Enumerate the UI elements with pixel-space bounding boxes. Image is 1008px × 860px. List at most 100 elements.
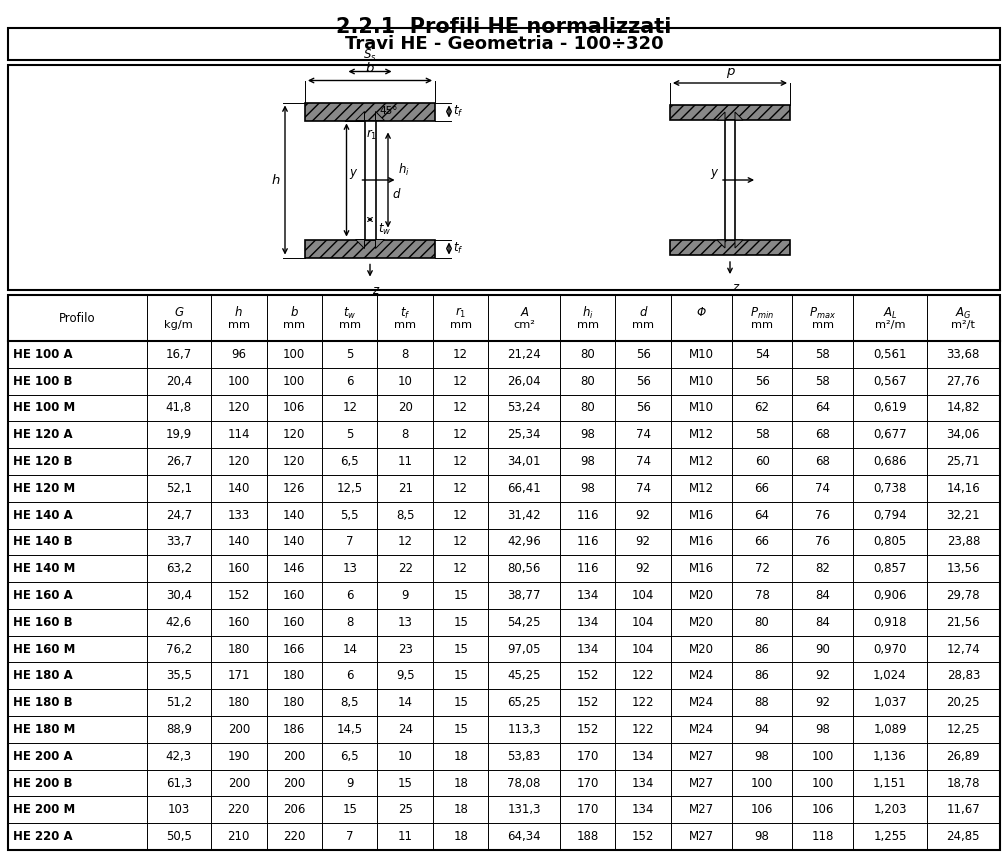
Text: 0,561: 0,561 bbox=[873, 348, 907, 361]
Text: 20,25: 20,25 bbox=[947, 696, 980, 709]
Text: 8: 8 bbox=[401, 428, 409, 441]
Polygon shape bbox=[376, 239, 384, 249]
Text: 11: 11 bbox=[398, 830, 412, 843]
Text: 34,01: 34,01 bbox=[507, 455, 541, 468]
Text: 210: 210 bbox=[228, 830, 250, 843]
Text: 90: 90 bbox=[815, 642, 831, 655]
Text: 66: 66 bbox=[755, 482, 769, 494]
Text: 12: 12 bbox=[454, 536, 468, 549]
Text: 14,5: 14,5 bbox=[337, 723, 363, 736]
Text: 18: 18 bbox=[454, 777, 468, 789]
Text: 200: 200 bbox=[228, 777, 250, 789]
Text: 0,857: 0,857 bbox=[873, 562, 906, 575]
Bar bbox=[8, 65, 1000, 290]
Text: S$_s$: S$_s$ bbox=[363, 48, 377, 64]
Text: 126: 126 bbox=[283, 482, 305, 494]
Text: 68: 68 bbox=[815, 428, 831, 441]
Text: t$_w$: t$_w$ bbox=[343, 305, 357, 321]
Text: HE 200 B: HE 200 B bbox=[13, 777, 73, 789]
Text: M12: M12 bbox=[688, 428, 714, 441]
Text: kg/m: kg/m bbox=[164, 320, 194, 330]
Polygon shape bbox=[356, 239, 365, 249]
Text: 8: 8 bbox=[346, 616, 354, 629]
Text: 1,255: 1,255 bbox=[873, 830, 907, 843]
Text: HE 100 B: HE 100 B bbox=[13, 375, 73, 388]
Text: 18: 18 bbox=[454, 750, 468, 763]
Text: 0,686: 0,686 bbox=[873, 455, 907, 468]
Text: mm: mm bbox=[339, 320, 361, 330]
Text: 21,56: 21,56 bbox=[947, 616, 980, 629]
Text: HE 120 B: HE 120 B bbox=[13, 455, 73, 468]
Text: 42,3: 42,3 bbox=[165, 750, 192, 763]
Text: 104: 104 bbox=[632, 589, 654, 602]
Text: 78,08: 78,08 bbox=[507, 777, 541, 789]
Text: mm: mm bbox=[811, 320, 834, 330]
Text: 134: 134 bbox=[632, 750, 654, 763]
Text: 15: 15 bbox=[454, 669, 468, 682]
Text: 92: 92 bbox=[636, 562, 650, 575]
Text: HE 220 A: HE 220 A bbox=[13, 830, 73, 843]
Polygon shape bbox=[717, 112, 725, 120]
Text: 134: 134 bbox=[577, 616, 599, 629]
Text: 14: 14 bbox=[342, 642, 357, 655]
Text: M12: M12 bbox=[688, 482, 714, 494]
Text: 68: 68 bbox=[815, 455, 831, 468]
Text: mm: mm bbox=[450, 320, 472, 330]
Text: 15: 15 bbox=[343, 803, 357, 816]
Polygon shape bbox=[717, 240, 725, 248]
Text: 51,2: 51,2 bbox=[165, 696, 192, 709]
Text: 122: 122 bbox=[632, 723, 654, 736]
Text: Travi HE - Geometria - 100÷320: Travi HE - Geometria - 100÷320 bbox=[345, 35, 663, 53]
Text: 180: 180 bbox=[228, 642, 250, 655]
Text: 180: 180 bbox=[283, 696, 305, 709]
Text: 92: 92 bbox=[815, 669, 831, 682]
Text: 116: 116 bbox=[577, 508, 599, 522]
Text: 7: 7 bbox=[346, 536, 354, 549]
Text: mm: mm bbox=[394, 320, 416, 330]
Text: 12: 12 bbox=[454, 562, 468, 575]
Text: 160: 160 bbox=[283, 616, 305, 629]
Text: 78: 78 bbox=[755, 589, 769, 602]
Text: 100: 100 bbox=[283, 348, 305, 361]
Text: 190: 190 bbox=[228, 750, 250, 763]
Text: 152: 152 bbox=[228, 589, 250, 602]
Text: 97,05: 97,05 bbox=[507, 642, 541, 655]
Text: 13: 13 bbox=[398, 616, 412, 629]
Bar bbox=[8, 28, 1000, 60]
Text: 24,85: 24,85 bbox=[947, 830, 980, 843]
Text: HE 120 A: HE 120 A bbox=[13, 428, 73, 441]
Text: 1,037: 1,037 bbox=[873, 696, 907, 709]
Text: 15: 15 bbox=[454, 642, 468, 655]
Text: 106: 106 bbox=[751, 803, 773, 816]
Text: 12,25: 12,25 bbox=[947, 723, 980, 736]
Text: 45,25: 45,25 bbox=[507, 669, 541, 682]
Text: 74: 74 bbox=[636, 428, 650, 441]
Text: 0,805: 0,805 bbox=[873, 536, 906, 549]
Text: HE 180 A: HE 180 A bbox=[13, 669, 73, 682]
Text: 30,4: 30,4 bbox=[166, 589, 192, 602]
Text: 100: 100 bbox=[228, 375, 250, 388]
Text: 53,83: 53,83 bbox=[507, 750, 540, 763]
Text: 42,96: 42,96 bbox=[507, 536, 541, 549]
Text: 88: 88 bbox=[755, 696, 769, 709]
Text: 133: 133 bbox=[228, 508, 250, 522]
Text: 106: 106 bbox=[811, 803, 834, 816]
Text: 8,5: 8,5 bbox=[341, 696, 359, 709]
Text: 62: 62 bbox=[755, 402, 769, 415]
Text: 220: 220 bbox=[283, 830, 305, 843]
Text: 0,918: 0,918 bbox=[873, 616, 907, 629]
Text: 60: 60 bbox=[755, 455, 769, 468]
Text: 120: 120 bbox=[228, 402, 250, 415]
Text: 98: 98 bbox=[755, 750, 769, 763]
Text: 64,34: 64,34 bbox=[507, 830, 541, 843]
Text: 170: 170 bbox=[577, 750, 599, 763]
Text: mm: mm bbox=[751, 320, 773, 330]
Text: M24: M24 bbox=[688, 669, 714, 682]
Text: M27: M27 bbox=[688, 750, 714, 763]
Text: h: h bbox=[235, 306, 243, 320]
Text: 38,77: 38,77 bbox=[507, 589, 541, 602]
Text: 41,8: 41,8 bbox=[165, 402, 192, 415]
Text: 24: 24 bbox=[398, 723, 412, 736]
Text: t$_f$: t$_f$ bbox=[453, 104, 464, 119]
Text: 134: 134 bbox=[577, 589, 599, 602]
